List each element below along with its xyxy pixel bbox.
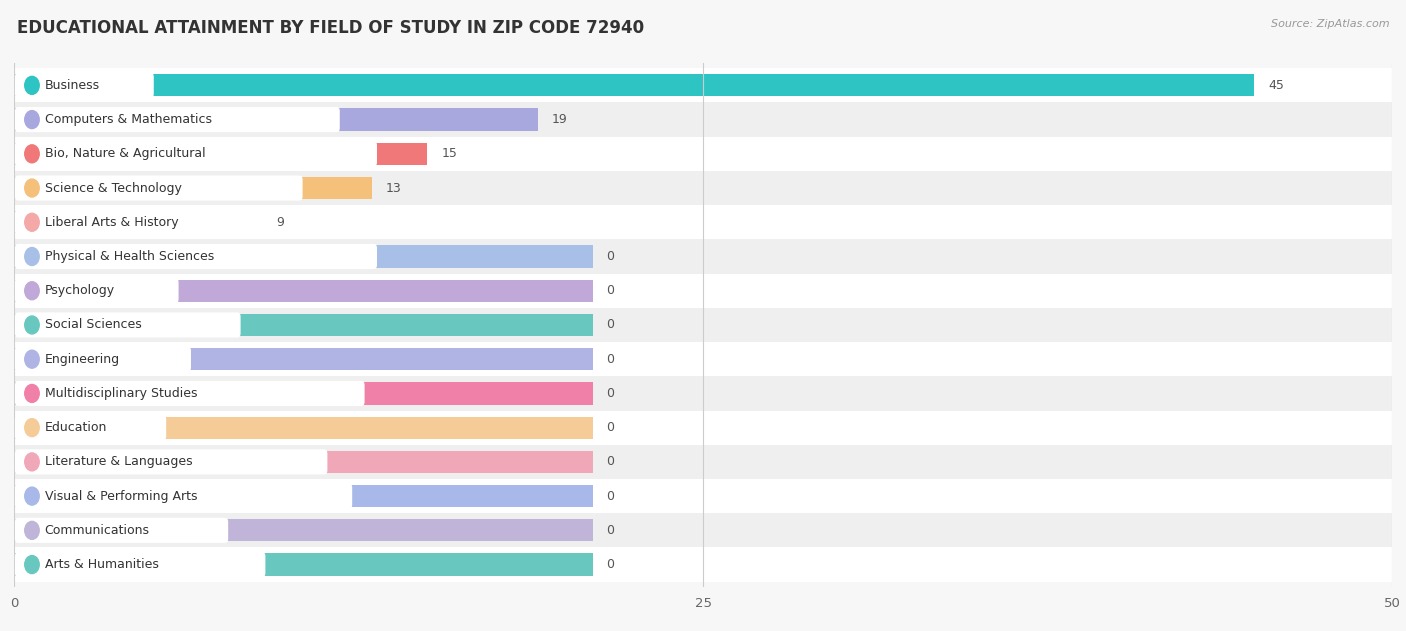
Text: 9: 9 [276, 216, 284, 229]
Bar [14, 205, 1392, 239]
Text: Bio, Nature & Agricultural: Bio, Nature & Agricultural [45, 147, 205, 160]
Circle shape [25, 145, 39, 163]
Text: 0: 0 [606, 250, 614, 263]
FancyBboxPatch shape [15, 312, 240, 338]
FancyBboxPatch shape [15, 415, 166, 440]
Circle shape [25, 316, 39, 334]
FancyBboxPatch shape [15, 518, 228, 543]
Circle shape [25, 282, 39, 300]
Text: 0: 0 [606, 558, 614, 571]
Bar [14, 479, 1392, 513]
FancyBboxPatch shape [15, 346, 191, 372]
Text: 0: 0 [606, 421, 614, 434]
Bar [14, 143, 427, 165]
Bar [14, 376, 1392, 411]
Text: 45: 45 [1268, 79, 1284, 92]
Bar [14, 314, 593, 336]
Bar [14, 451, 593, 473]
Bar [14, 68, 1392, 102]
Bar [14, 513, 1392, 548]
Text: EDUCATIONAL ATTAINMENT BY FIELD OF STUDY IN ZIP CODE 72940: EDUCATIONAL ATTAINMENT BY FIELD OF STUDY… [17, 19, 644, 37]
Text: 0: 0 [606, 284, 614, 297]
Bar [14, 411, 1392, 445]
Text: Social Sciences: Social Sciences [45, 319, 142, 331]
Text: Business: Business [45, 79, 100, 92]
Text: 13: 13 [387, 182, 402, 194]
Circle shape [25, 247, 39, 266]
Circle shape [25, 179, 39, 197]
Text: Literature & Languages: Literature & Languages [45, 456, 193, 468]
Text: Multidisciplinary Studies: Multidisciplinary Studies [45, 387, 197, 400]
FancyBboxPatch shape [15, 175, 302, 201]
Bar [14, 382, 593, 404]
Bar [14, 308, 1392, 342]
Bar [14, 177, 373, 199]
Text: Physical & Health Sciences: Physical & Health Sciences [45, 250, 214, 263]
Text: Arts & Humanities: Arts & Humanities [45, 558, 159, 571]
Text: Source: ZipAtlas.com: Source: ZipAtlas.com [1271, 19, 1389, 29]
Bar [14, 280, 593, 302]
Bar [14, 553, 593, 575]
Text: 19: 19 [551, 113, 567, 126]
Bar [14, 137, 1392, 171]
Text: Liberal Arts & History: Liberal Arts & History [45, 216, 179, 229]
FancyBboxPatch shape [15, 278, 179, 304]
FancyBboxPatch shape [15, 73, 153, 98]
Text: Science & Technology: Science & Technology [45, 182, 181, 194]
Text: Education: Education [45, 421, 107, 434]
Circle shape [25, 487, 39, 505]
Bar [14, 102, 1392, 137]
FancyBboxPatch shape [15, 244, 377, 269]
Bar [14, 416, 593, 439]
Circle shape [25, 110, 39, 129]
Circle shape [25, 384, 39, 403]
FancyBboxPatch shape [15, 449, 328, 475]
Text: Psychology: Psychology [45, 284, 115, 297]
FancyBboxPatch shape [15, 381, 364, 406]
Circle shape [25, 453, 39, 471]
Bar [14, 211, 262, 233]
Bar [14, 245, 593, 268]
Circle shape [25, 76, 39, 95]
Text: 0: 0 [606, 524, 614, 537]
Circle shape [25, 213, 39, 231]
Circle shape [25, 555, 39, 574]
Bar [14, 239, 1392, 274]
Bar [14, 109, 537, 131]
Bar [14, 519, 593, 541]
Text: 15: 15 [441, 147, 457, 160]
Text: Engineering: Engineering [45, 353, 120, 366]
Bar [14, 342, 1392, 376]
Circle shape [25, 521, 39, 540]
Bar [14, 171, 1392, 205]
Text: 0: 0 [606, 456, 614, 468]
Text: Visual & Performing Arts: Visual & Performing Arts [45, 490, 197, 503]
Circle shape [25, 419, 39, 437]
FancyBboxPatch shape [15, 209, 328, 235]
Bar [14, 74, 1254, 97]
Text: 0: 0 [606, 387, 614, 400]
Bar [14, 348, 593, 370]
Text: 0: 0 [606, 319, 614, 331]
FancyBboxPatch shape [15, 552, 266, 577]
Bar [14, 274, 1392, 308]
FancyBboxPatch shape [15, 107, 340, 132]
Bar [14, 485, 593, 507]
Bar [14, 548, 1392, 582]
Text: Communications: Communications [45, 524, 149, 537]
Circle shape [25, 350, 39, 368]
Text: 0: 0 [606, 353, 614, 366]
FancyBboxPatch shape [15, 483, 352, 509]
FancyBboxPatch shape [15, 141, 377, 167]
Bar [14, 445, 1392, 479]
Text: Computers & Mathematics: Computers & Mathematics [45, 113, 212, 126]
Text: 0: 0 [606, 490, 614, 503]
